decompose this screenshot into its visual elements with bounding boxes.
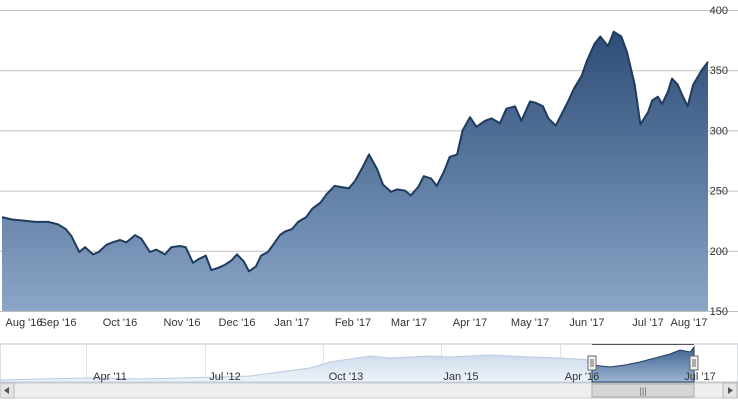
price-area-series bbox=[2, 32, 708, 311]
y-tick-label: 300 bbox=[710, 125, 728, 137]
scrollbar-grip-icon: ||| bbox=[639, 386, 646, 396]
x-tick-label: May '17 bbox=[511, 317, 549, 329]
y-tick-label: 400 bbox=[710, 5, 728, 17]
x-tick-label: Jul '17 bbox=[632, 317, 663, 329]
navigator-left-handle[interactable] bbox=[588, 356, 596, 370]
x-tick-label: Apr '17 bbox=[453, 317, 488, 329]
y-tick-label: 150 bbox=[710, 306, 728, 318]
range-navigator[interactable]: Apr '11 Jul '12 Oct '13 Jan '15 Apr '16 Jul '… bbox=[0, 344, 738, 383]
navigator-tick-label: Apr '11 bbox=[93, 371, 127, 383]
handle-grip[interactable] bbox=[690, 356, 698, 370]
x-tick-label: Jun '17 bbox=[569, 317, 604, 329]
x-tick-label: Aug '17 bbox=[671, 317, 708, 329]
scroll-right-button[interactable] bbox=[723, 383, 737, 398]
y-tick-label: 250 bbox=[710, 186, 728, 198]
navigator-tick-label: Jan '15 bbox=[443, 371, 478, 383]
area-fill bbox=[2, 32, 708, 311]
x-tick-label: Jan '17 bbox=[274, 317, 309, 329]
navigator-tick-label: Oct '13 bbox=[329, 371, 364, 383]
scroll-left-button[interactable] bbox=[0, 383, 14, 398]
x-tick-label: Feb '17 bbox=[335, 317, 371, 329]
y-tick-label: 200 bbox=[710, 246, 728, 258]
navigator-scrollbar[interactable]: ||| bbox=[0, 383, 738, 398]
navigator-tick-label: Jul '12 bbox=[209, 371, 240, 383]
navigator-tick-label: Apr '16 bbox=[565, 371, 600, 383]
x-tick-label: Sep '16 bbox=[40, 317, 77, 329]
x-tick-label: Mar '17 bbox=[391, 317, 427, 329]
navigator-tick-label: Jul '17 bbox=[684, 371, 715, 383]
handle-grip[interactable] bbox=[588, 356, 596, 370]
x-tick-label: Nov '16 bbox=[164, 317, 201, 329]
x-tick-label: Dec '16 bbox=[219, 317, 256, 329]
y-tick-label: 350 bbox=[710, 65, 728, 77]
x-tick-label: Oct '16 bbox=[103, 317, 138, 329]
y-axis-labels: 150 200 250 300 350 400 bbox=[710, 5, 728, 318]
navigator-right-handle[interactable] bbox=[690, 356, 698, 370]
x-tick-label: Aug '16 bbox=[6, 317, 43, 329]
